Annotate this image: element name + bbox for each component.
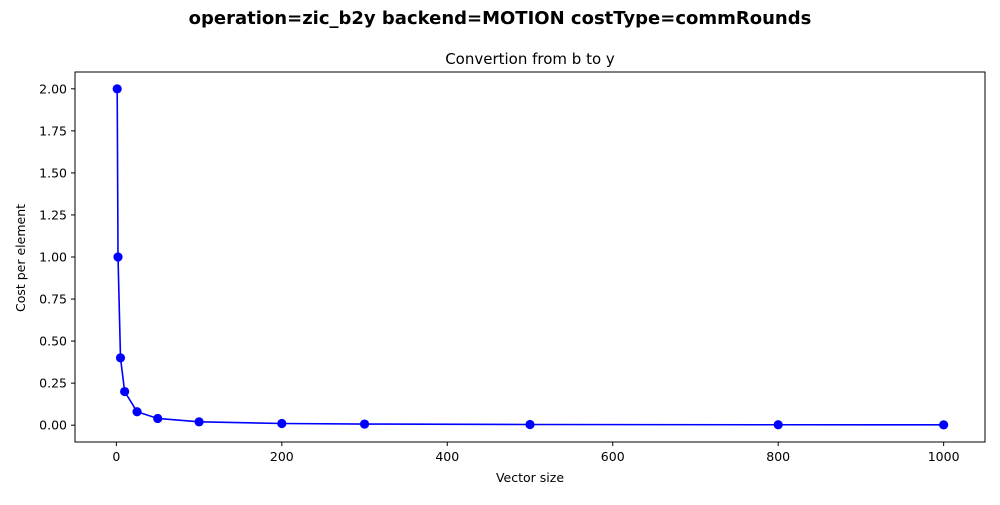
data-point <box>132 407 142 417</box>
data-point <box>115 353 126 363</box>
data-point <box>153 413 163 424</box>
y-tick-label: 0.50 <box>39 334 67 349</box>
x-tick-label: 400 <box>435 449 459 464</box>
data-point <box>277 418 287 429</box>
y-tick-label: 1.00 <box>39 250 67 265</box>
chart-title: Convertion from b to y <box>445 50 615 68</box>
data-point <box>194 417 204 427</box>
y-tick-label: 0.75 <box>39 292 67 307</box>
y-tick-label: 1.50 <box>39 165 67 180</box>
figure-suptitle: operation=zic_b2y backend=MOTION costTyp… <box>189 8 812 29</box>
x-tick-label: 600 <box>601 449 625 464</box>
data-point <box>113 252 123 262</box>
x-tick-label: 1000 <box>928 449 960 464</box>
data-point <box>359 419 370 429</box>
data-point <box>112 84 122 94</box>
plot-area: 0 200 400 600 800 1000 0.00 0.25 0.50 0.75 1.00 1.2… <box>39 71 986 464</box>
x-axis-label: Vector size <box>496 470 564 485</box>
data-point <box>773 420 783 430</box>
y-tick-label: 0.00 <box>39 418 67 433</box>
y-tick-label: 0.25 <box>39 376 67 391</box>
y-axis-label: Cost per element <box>13 204 28 312</box>
x-tick-label: 800 <box>766 449 790 464</box>
data-point <box>525 419 535 430</box>
y-tick-label: 1.25 <box>39 207 67 222</box>
data-point <box>939 420 949 430</box>
x-tick-label: 0 <box>112 449 120 464</box>
series-line <box>116 88 944 426</box>
y-tick-label: 2.00 <box>39 81 67 96</box>
y-tick-label: 1.75 <box>39 123 67 138</box>
plot-frame <box>74 71 986 443</box>
x-tick-label: 200 <box>270 449 294 464</box>
data-point <box>120 386 130 397</box>
